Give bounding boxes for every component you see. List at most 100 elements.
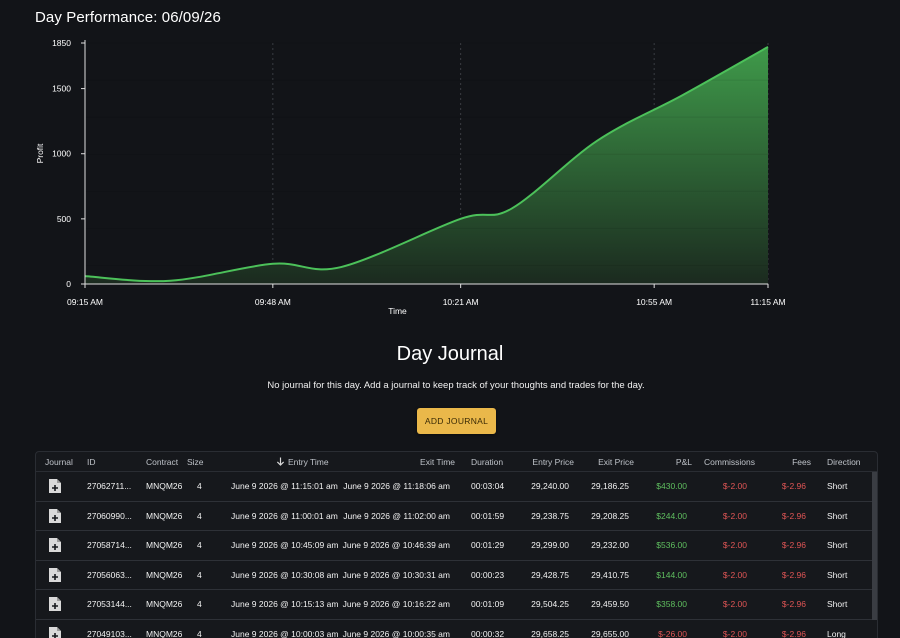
x-tick-label: 09:15 AM bbox=[67, 297, 103, 307]
cell-fees: $-2.96 bbox=[781, 599, 806, 610]
cell-size: 4 bbox=[197, 481, 202, 491]
cell-id: 27058714... bbox=[87, 540, 132, 551]
cell-direction: Short bbox=[827, 481, 848, 491]
y-tick-label: 0 bbox=[66, 279, 71, 289]
cell-entry-time: June 9 2026 @ 11:15:01 am bbox=[231, 481, 338, 491]
table-row[interactable]: 27049103... MNQM26 4 June 9 2026 @ 10:00:03… bbox=[36, 620, 874, 638]
cell-pnl: $144.00 bbox=[656, 569, 687, 580]
cell-commissions: $-2.00 bbox=[722, 481, 747, 491]
cell-id: 27062711... bbox=[87, 481, 132, 491]
area-fill bbox=[85, 46, 768, 284]
performance-chart: 0 500 1000 1500 1850 09:15 AM 09:48 AM 10:21 AM… bbox=[35, 38, 786, 316]
table-row[interactable]: 27062711... MNQM26 4 June 9 2026 @ 11:15:01… bbox=[36, 472, 874, 502]
cell-entry-price: 29,240.00 bbox=[531, 481, 569, 491]
add-journal-button[interactable]: ADD JOURNAL bbox=[417, 408, 496, 434]
cell-exit-time: June 9 2026 @ 10:00:35 am bbox=[342, 629, 450, 638]
sort-arrow-down-icon[interactable] bbox=[276, 457, 285, 466]
cell-size: 4 bbox=[197, 510, 202, 521]
cell-exit-price: 29,232.00 bbox=[591, 540, 629, 551]
cell-exit-time: June 9 2026 @ 10:30:31 am bbox=[342, 569, 450, 580]
cell-duration: 00:01:09 bbox=[471, 599, 505, 610]
x-tick-label: 09:48 AM bbox=[255, 297, 291, 307]
table-row[interactable]: 27056063... MNQM26 4 June 9 2026 @ 10:30:08… bbox=[36, 561, 874, 591]
cell-pnl: $358.00 bbox=[656, 599, 687, 610]
cell-contract: MNQM26 bbox=[146, 510, 183, 521]
column-header-pnl[interactable]: P&L bbox=[675, 457, 692, 467]
cell-duration: 00:00:32 bbox=[471, 629, 505, 638]
cell-contract: MNQM26 bbox=[146, 629, 183, 638]
cell-contract: MNQM26 bbox=[146, 569, 183, 580]
cell-contract: MNQM26 bbox=[146, 540, 183, 551]
cell-exit-price: 29,410.75 bbox=[591, 569, 629, 580]
table-row[interactable]: 27060990... MNQM26 4 June 9 2026 @ 11:00:01… bbox=[36, 502, 874, 532]
cell-size: 4 bbox=[197, 599, 202, 610]
y-tick-label: 1500 bbox=[52, 84, 71, 94]
table-row[interactable]: 27058714... MNQM26 4 June 9 2026 @ 10:45:09… bbox=[36, 531, 874, 561]
add-journal-doc-icon[interactable] bbox=[49, 479, 61, 493]
y-tick-label: 1850 bbox=[52, 38, 71, 48]
column-header-journal[interactable]: Journal bbox=[45, 457, 73, 467]
cell-direction: Short bbox=[827, 599, 848, 610]
cell-id: 27060990... bbox=[87, 510, 132, 521]
column-header-exit-price[interactable]: Exit Price bbox=[598, 457, 634, 467]
cell-entry-time: June 9 2026 @ 10:30:08 am bbox=[231, 569, 339, 580]
cell-direction: Short bbox=[827, 569, 848, 580]
cell-exit-time: June 9 2026 @ 11:02:00 am bbox=[343, 510, 450, 521]
cell-entry-time: June 9 2026 @ 10:00:03 am bbox=[231, 629, 339, 638]
x-axis-label: Time bbox=[388, 306, 407, 316]
cell-entry-price: 29,238.75 bbox=[531, 510, 569, 521]
cell-entry-time: June 9 2026 @ 10:45:09 am bbox=[231, 540, 339, 551]
column-header-fees[interactable]: Fees bbox=[792, 457, 811, 467]
cell-contract: MNQM26 bbox=[146, 599, 183, 610]
cell-entry-time: June 9 2026 @ 11:00:01 am bbox=[231, 510, 338, 521]
cell-fees: $-2.96 bbox=[781, 569, 806, 580]
cell-duration: 00:01:59 bbox=[471, 510, 505, 521]
cell-duration: 00:03:04 bbox=[471, 481, 505, 491]
cell-contract: MNQM26 bbox=[146, 481, 183, 491]
x-tick-label: 10:21 AM bbox=[443, 297, 479, 307]
cell-commissions: $-2.00 bbox=[722, 540, 747, 551]
cell-entry-price: 29,504.25 bbox=[531, 599, 569, 610]
add-journal-doc-icon[interactable] bbox=[49, 508, 61, 523]
column-header-commissions[interactable]: Commissions bbox=[704, 457, 756, 467]
x-tick-label: 11:15 AM bbox=[750, 297, 785, 307]
cell-duration: 00:01:29 bbox=[471, 540, 505, 551]
cell-size: 4 bbox=[197, 540, 202, 551]
add-journal-doc-icon[interactable] bbox=[49, 627, 61, 638]
y-tick-label: 1000 bbox=[52, 149, 71, 159]
cell-entry-price: 29,428.75 bbox=[531, 569, 569, 580]
column-header-exit-time[interactable]: Exit Time bbox=[420, 457, 455, 467]
column-header-duration[interactable]: Duration bbox=[471, 457, 504, 467]
cell-exit-time: June 9 2026 @ 10:16:22 am bbox=[342, 599, 450, 610]
cell-direction: Short bbox=[827, 540, 848, 551]
cell-id: 27049103... bbox=[87, 629, 132, 638]
column-header-contract[interactable]: Contract bbox=[146, 457, 179, 467]
column-header-id[interactable]: ID bbox=[87, 457, 96, 467]
cell-pnl: $536.00 bbox=[656, 540, 687, 551]
add-journal-doc-icon[interactable] bbox=[49, 597, 61, 612]
cell-exit-time: June 9 2026 @ 11:18:06 am bbox=[343, 481, 450, 491]
column-header-entry-price[interactable]: Entry Price bbox=[532, 457, 574, 467]
cell-commissions: $-2.00 bbox=[722, 629, 747, 638]
x-tick-label: 10:55 AM bbox=[636, 297, 672, 307]
cell-direction: Long bbox=[827, 629, 846, 638]
table-row[interactable]: 27053144... MNQM26 4 June 9 2026 @ 10:15:13… bbox=[36, 590, 874, 620]
column-header-direction[interactable]: Direction bbox=[827, 457, 861, 467]
cell-commissions: $-2.00 bbox=[722, 510, 747, 521]
add-journal-doc-icon[interactable] bbox=[49, 567, 61, 582]
cell-entry-price: 29,299.00 bbox=[531, 540, 569, 551]
cell-exit-time: June 9 2026 @ 10:46:39 am bbox=[342, 540, 450, 551]
column-header-entry-time[interactable]: Entry Time bbox=[276, 457, 329, 467]
page-title: Day Performance: 06/09/26 bbox=[35, 9, 221, 26]
y-axis-label: Profit bbox=[35, 143, 45, 163]
y-tick-label: 500 bbox=[57, 214, 71, 224]
cell-exit-price: 29,186.25 bbox=[591, 481, 629, 491]
journal-empty-message: No journal for this day. Add a journal t… bbox=[267, 380, 645, 391]
table-header: Journal ID Contract Size Entry Time Exit… bbox=[36, 452, 877, 472]
add-journal-doc-icon[interactable] bbox=[49, 538, 61, 553]
column-header-size[interactable]: Size bbox=[187, 457, 204, 467]
cell-id: 27053144... bbox=[87, 599, 132, 610]
table-scrollbar[interactable] bbox=[872, 472, 877, 620]
cell-pnl: $430.00 bbox=[656, 481, 687, 491]
profit-line bbox=[84, 46, 769, 283]
